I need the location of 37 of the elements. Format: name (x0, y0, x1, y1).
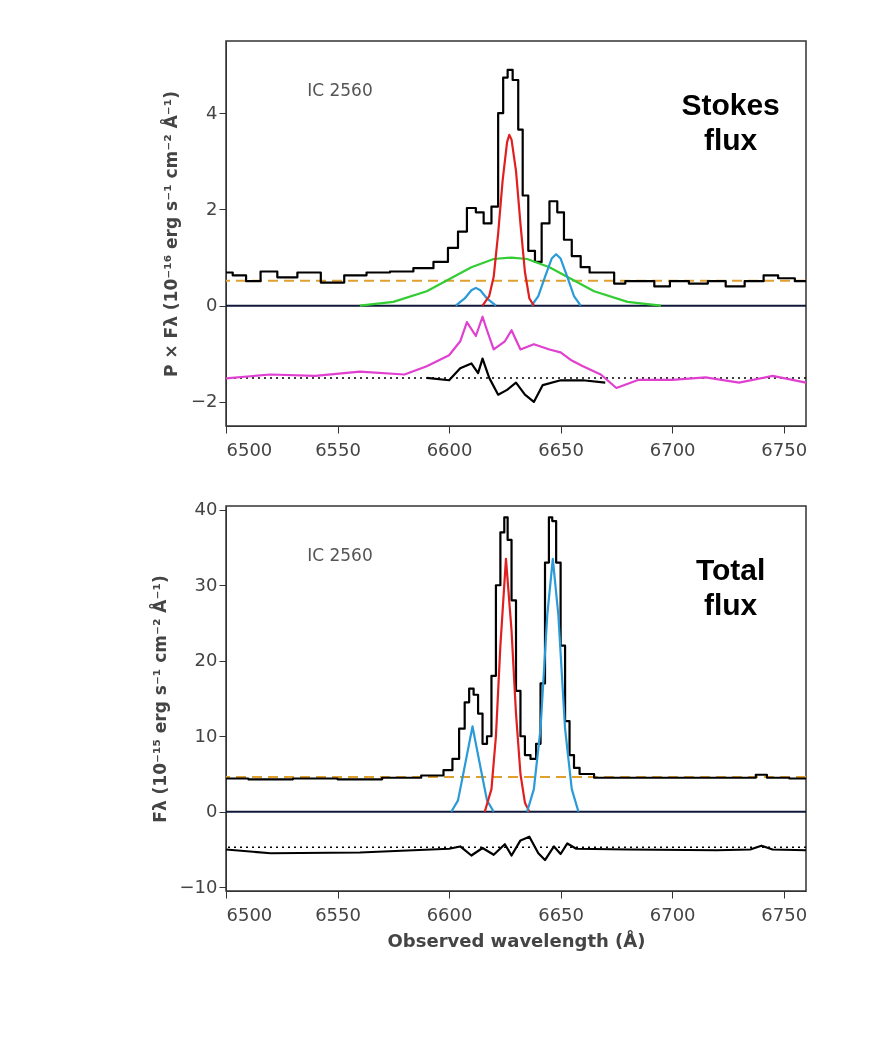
y-tick-label: 0 (206, 800, 218, 822)
annotation: IC 2560 (307, 80, 373, 101)
line-series (526, 557, 580, 813)
annotation: Total flux (695, 553, 766, 621)
x-tick-label: 6700 (649, 903, 696, 925)
x-tick-label: 6750 (761, 903, 808, 925)
line-series (224, 315, 808, 390)
x-tick-label: 6500 (226, 438, 273, 460)
y-tick-label: 20 (194, 649, 218, 671)
y-axis-title: P × Fλ (10⁻¹⁶ erg s⁻¹ cm⁻² Å⁻¹) (158, 91, 181, 377)
annotation: Stokes flux (681, 88, 780, 156)
y-tick-label: 10 (194, 724, 218, 746)
x-tick-label: 6700 (649, 438, 696, 460)
x-axis-title: Observed wavelength (Å) (387, 928, 646, 951)
line-series (530, 253, 582, 307)
line-series (454, 286, 498, 307)
y-tick-label: 40 (194, 498, 218, 520)
x-tick-label: 6650 (538, 438, 585, 460)
x-tick-label: 6550 (315, 903, 361, 925)
y-axis-title: Fλ (10⁻¹⁵ erg s⁻¹ cm⁻² Å⁻¹) (147, 575, 170, 823)
x-tick-label: 6600 (426, 438, 473, 460)
line-series (358, 256, 663, 307)
x-tick-label: 6750 (761, 438, 808, 460)
x-tick-label: 6650 (538, 903, 585, 925)
y-tick-label: −2 (190, 390, 218, 412)
y-tick-label: 2 (206, 197, 218, 219)
y-tick-label: 0 (206, 294, 218, 316)
y-tick-label: 30 (194, 573, 218, 595)
annotation: IC 2560 (307, 545, 373, 566)
x-tick-label: 6500 (226, 903, 273, 925)
x-tick-label: 6600 (426, 903, 473, 925)
line-series (483, 557, 531, 813)
x-tick-label: 6550 (315, 438, 361, 460)
line-series (450, 725, 495, 813)
line-series (481, 133, 535, 307)
y-tick-label: −10 (179, 875, 218, 897)
y-tick-label: 4 (206, 101, 218, 123)
